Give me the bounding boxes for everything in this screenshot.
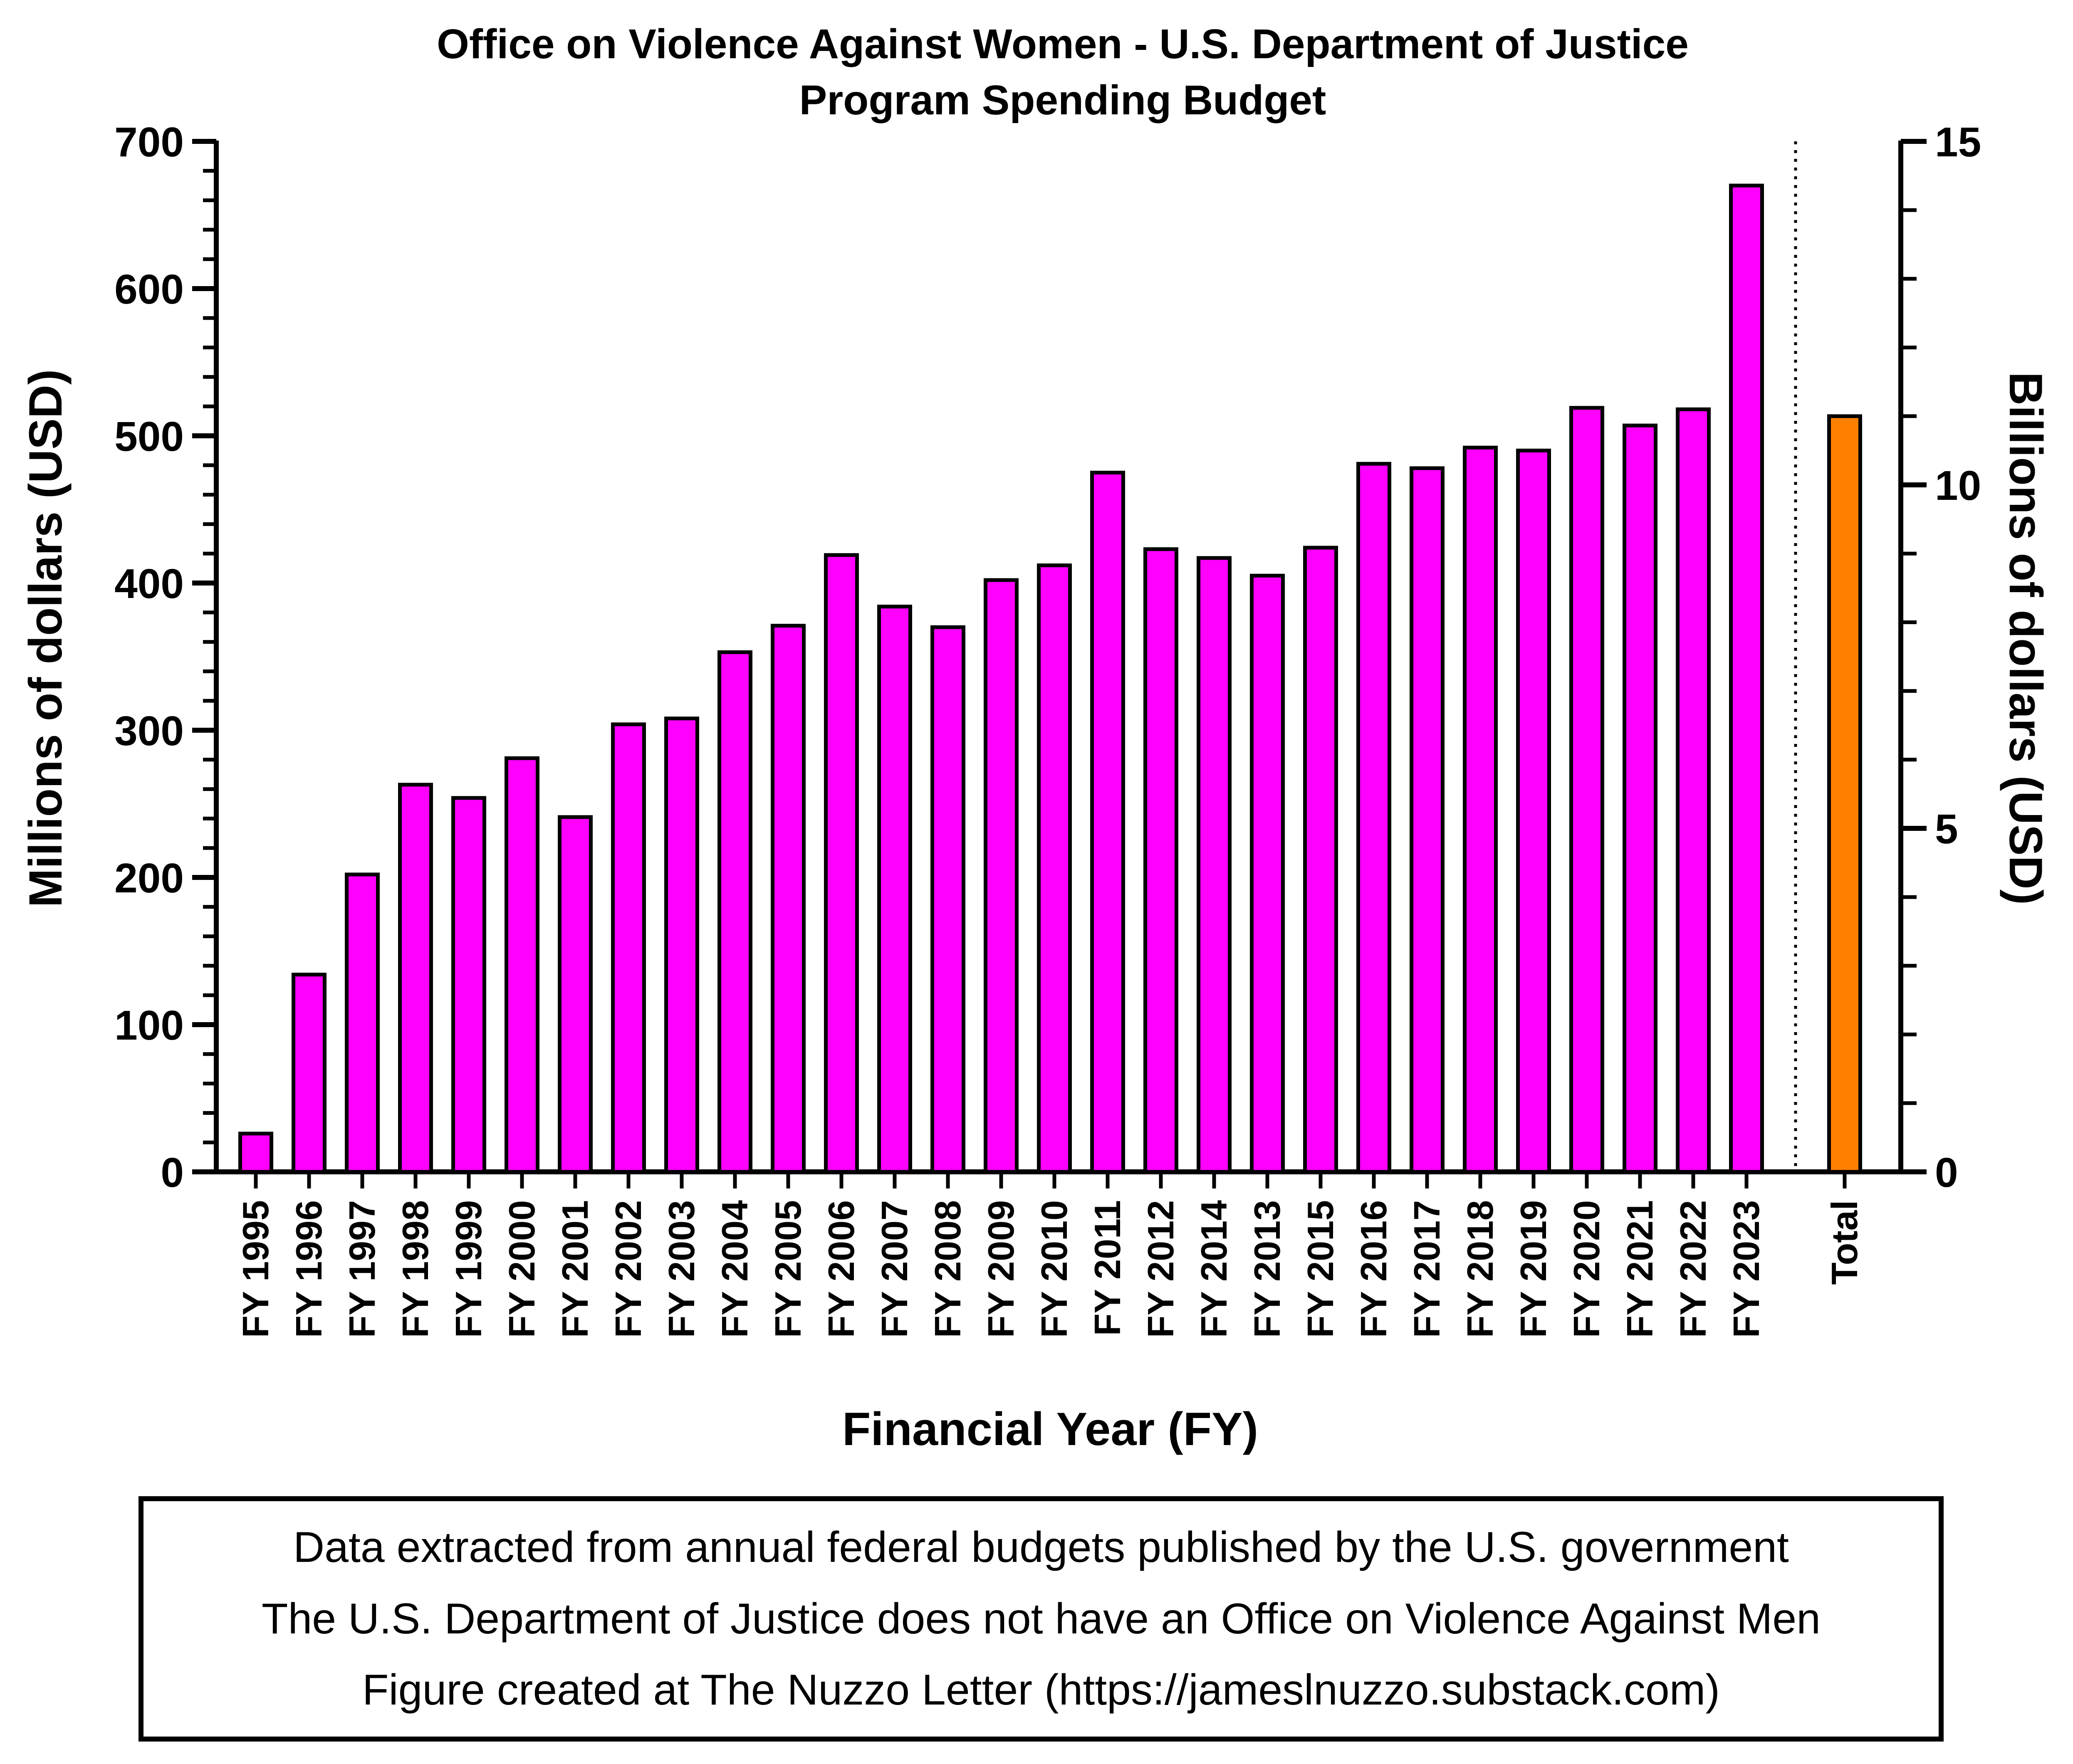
bar-fy-2005 bbox=[771, 624, 806, 1174]
bar-fy-1997 bbox=[345, 872, 380, 1174]
y-tick-label: 200 bbox=[114, 855, 184, 902]
x-tick-label: FY 2003 bbox=[661, 1200, 702, 1338]
x-tick-label: FY 1996 bbox=[288, 1200, 329, 1338]
bar-fy-2015 bbox=[1303, 546, 1338, 1174]
y2-tick-label: 5 bbox=[1935, 806, 1958, 852]
bar-fy-2021 bbox=[1623, 423, 1657, 1174]
y-tick-label: 700 bbox=[114, 119, 184, 166]
bar-fy-2003 bbox=[664, 716, 699, 1174]
bar-fy-2008 bbox=[930, 625, 965, 1174]
note-source: Data extracted from annual federal budge… bbox=[293, 1523, 1789, 1572]
source-note-box: Data extracted from annual federal budge… bbox=[139, 1496, 1944, 1742]
y-tick-label: 600 bbox=[114, 266, 184, 313]
x-tick-label: FY 2015 bbox=[1300, 1200, 1341, 1338]
bar-fy-2016 bbox=[1356, 462, 1391, 1174]
note-credit: Figure created at The Nuzzo Letter (http… bbox=[362, 1665, 1720, 1714]
bar-fy-2023 bbox=[1729, 183, 1764, 1174]
y2-tick-label: 15 bbox=[1935, 119, 1981, 166]
bar-fy-2006 bbox=[824, 553, 859, 1174]
x-tick-label: FY 2017 bbox=[1406, 1200, 1447, 1338]
x-tick-label: FY 2005 bbox=[767, 1200, 809, 1338]
y2-tick-label: 0 bbox=[1935, 1149, 1958, 1196]
bar-fy-2017 bbox=[1410, 466, 1445, 1174]
chart-title-line-1: Office on Violence Against Women - U.S. … bbox=[437, 21, 1689, 67]
bar-fy-1998 bbox=[398, 783, 433, 1174]
bar-fy-2001 bbox=[558, 815, 593, 1174]
x-tick-label: FY 2023 bbox=[1726, 1200, 1767, 1338]
bar-fy-2018 bbox=[1463, 445, 1498, 1174]
x-tick-label: FY 2011 bbox=[1087, 1200, 1128, 1336]
x-tick-label: FY 2010 bbox=[1034, 1200, 1075, 1338]
x-tick-label: FY 1998 bbox=[395, 1200, 436, 1338]
y-tick-label: 400 bbox=[114, 561, 184, 607]
x-tick-label: FY 2006 bbox=[821, 1200, 862, 1338]
x-tick-label: FY 2016 bbox=[1353, 1200, 1394, 1338]
bar-fy-2010 bbox=[1037, 563, 1072, 1174]
bar-total bbox=[1827, 414, 1862, 1174]
x-tick-label: FY 2007 bbox=[874, 1200, 915, 1338]
x-tick-label: FY 2020 bbox=[1566, 1200, 1607, 1338]
bar-fy-2009 bbox=[984, 578, 1019, 1174]
bar-fy-2011 bbox=[1090, 471, 1125, 1174]
bar-fy-2022 bbox=[1676, 407, 1711, 1174]
bar-fy-2014 bbox=[1197, 556, 1232, 1174]
y-axis-title: Millions of dollars (USD) bbox=[20, 369, 72, 907]
chart-title-line-2: Program Spending Budget bbox=[799, 77, 1326, 124]
bar-fy-2012 bbox=[1143, 547, 1178, 1174]
x-tick-label: FY 2008 bbox=[927, 1200, 968, 1338]
x-tick-label: FY 2002 bbox=[608, 1200, 649, 1338]
x-tick-label: FY 1995 bbox=[235, 1200, 276, 1338]
bar-fy-1996 bbox=[292, 973, 327, 1174]
y2-axis-title: Billions of dollars (USD) bbox=[2000, 372, 2052, 905]
bar-fy-2020 bbox=[1569, 406, 1604, 1174]
y2-tick-label: 10 bbox=[1935, 462, 1981, 509]
bar-fy-1995 bbox=[238, 1132, 273, 1174]
x-axis-title: Financial Year (FY) bbox=[842, 1403, 1258, 1455]
x-tick-label: FY 2019 bbox=[1513, 1200, 1554, 1338]
plot-area: 0 100 200 300 400 500 600 700 0 5 10 15 FY 1995 FY 19… bbox=[114, 119, 1981, 1338]
y-tick-label: 500 bbox=[114, 413, 184, 460]
x-tick-label: FY 2018 bbox=[1460, 1200, 1501, 1338]
x-tick-label: FY 2001 bbox=[554, 1200, 596, 1338]
x-tick-label: FY 2014 bbox=[1193, 1200, 1234, 1338]
y-tick-label: 0 bbox=[161, 1149, 184, 1196]
y-tick-label: 100 bbox=[114, 1002, 184, 1049]
bar-fy-2002 bbox=[611, 722, 646, 1174]
note-office: The U.S. Department of Justice does not … bbox=[261, 1594, 1821, 1643]
x-tick-label: FY 2009 bbox=[980, 1200, 1022, 1338]
x-tick-label: FY 2004 bbox=[714, 1200, 755, 1338]
x-tick-label: FY 2021 bbox=[1619, 1200, 1660, 1338]
bar-fy-2013 bbox=[1250, 573, 1285, 1174]
y-tick-label: 300 bbox=[114, 708, 184, 754]
x-tick-label: FY 2022 bbox=[1672, 1200, 1714, 1338]
bar-fy-1999 bbox=[451, 796, 486, 1174]
bar-fy-2004 bbox=[717, 650, 752, 1174]
x-tick-label-total: Total bbox=[1824, 1200, 1865, 1285]
bar-fy-2000 bbox=[505, 756, 539, 1174]
x-tick-label: FY 2013 bbox=[1247, 1200, 1288, 1338]
bar-fy-2007 bbox=[877, 605, 912, 1174]
x-tick-label: FY 1997 bbox=[341, 1200, 383, 1338]
bar-fy-2019 bbox=[1516, 448, 1551, 1174]
x-tick-label: FY 2000 bbox=[501, 1200, 542, 1338]
x-tick-label: FY 2012 bbox=[1140, 1200, 1181, 1338]
x-tick-label: FY 1999 bbox=[448, 1200, 489, 1338]
